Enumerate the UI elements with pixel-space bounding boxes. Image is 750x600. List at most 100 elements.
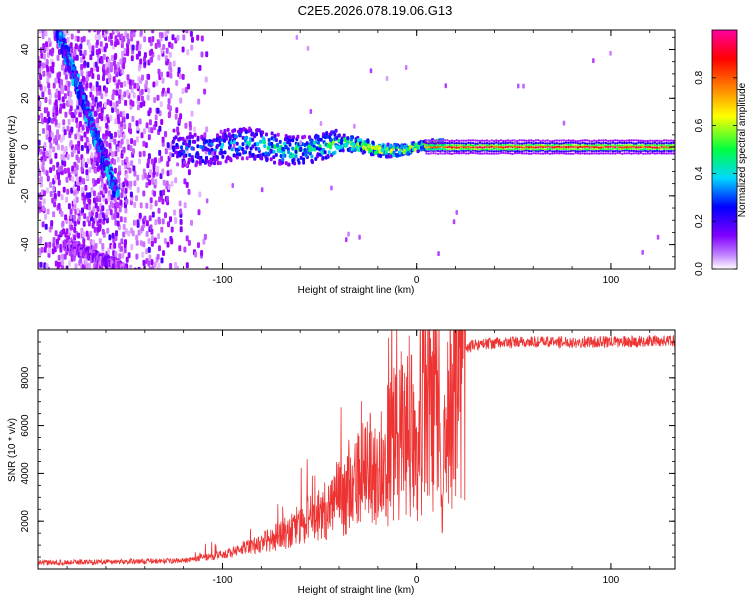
heatmap-cell bbox=[48, 72, 52, 79]
heatmap-cell bbox=[616, 147, 619, 150]
heatmap-cell bbox=[301, 152, 305, 157]
heatmap-cell bbox=[481, 146, 484, 149]
heatmap-cell bbox=[283, 141, 287, 146]
heatmap-cell bbox=[497, 142, 500, 145]
heatmap-cell bbox=[296, 134, 300, 139]
heatmap-cell bbox=[653, 146, 656, 149]
y-tick-label: 40 bbox=[20, 44, 31, 56]
heatmap-cell bbox=[443, 152, 447, 155]
heatmap-cell bbox=[574, 141, 577, 144]
heatmap-cell bbox=[609, 145, 612, 148]
heatmap-cell bbox=[457, 152, 461, 155]
heatmap-cell bbox=[73, 198, 77, 205]
heatmap-cell bbox=[213, 161, 216, 166]
heatmap-cell bbox=[75, 54, 79, 61]
heatmap-cell bbox=[49, 181, 53, 188]
heatmap-cell bbox=[443, 146, 447, 149]
heatmap-cell bbox=[170, 226, 174, 233]
heatmap-cell bbox=[469, 143, 472, 147]
heatmap-cell bbox=[157, 216, 161, 223]
heatmap-cell bbox=[483, 146, 486, 149]
heatmap-cell bbox=[79, 249, 83, 257]
heatmap-cell bbox=[516, 146, 519, 149]
heatmap-cell bbox=[68, 65, 71, 73]
heatmap-cell bbox=[267, 142, 271, 146]
heatmap-cell bbox=[532, 140, 535, 143]
heatmap-cell bbox=[315, 146, 319, 151]
heatmap-cell bbox=[179, 113, 183, 120]
spectrogram-frame bbox=[37, 29, 676, 270]
heatmap-cell bbox=[611, 152, 615, 155]
heatmap-cell bbox=[576, 144, 580, 147]
heatmap-cell bbox=[548, 147, 552, 150]
heatmap-cell bbox=[537, 142, 540, 145]
heatmap-cell bbox=[69, 42, 73, 49]
heatmap-cell bbox=[296, 158, 300, 163]
heatmap-cell bbox=[125, 268, 128, 269]
heatmap-cell bbox=[572, 152, 575, 155]
heatmap-cell bbox=[137, 95, 141, 101]
heatmap-cell bbox=[514, 139, 517, 145]
heatmap-cell bbox=[434, 148, 437, 151]
heatmap-cell bbox=[181, 73, 185, 80]
heatmap-cell bbox=[204, 76, 208, 83]
heatmap-cell bbox=[164, 148, 168, 155]
heatmap-cell bbox=[162, 179, 166, 186]
heatmap-cell bbox=[190, 146, 194, 151]
heatmap-cell bbox=[92, 206, 96, 213]
heatmap-cell bbox=[52, 82, 56, 89]
heatmap-cell bbox=[205, 266, 209, 269]
heatmap-cell bbox=[621, 148, 624, 151]
heatmap-cell bbox=[651, 142, 654, 145]
heatmap-cell bbox=[187, 188, 191, 195]
heatmap-cell bbox=[310, 154, 314, 159]
heatmap-cell bbox=[672, 144, 675, 147]
heatmap-cell bbox=[75, 154, 79, 161]
heatmap-cell bbox=[69, 140, 73, 146]
heatmap-cell bbox=[560, 152, 563, 155]
heatmap-cell bbox=[644, 142, 647, 145]
heatmap-cell bbox=[184, 122, 188, 129]
heatmap-cell bbox=[63, 253, 67, 260]
heatmap-cell bbox=[665, 141, 668, 144]
heatmap-cell bbox=[64, 111, 68, 118]
heatmap-cell bbox=[123, 48, 127, 54]
heatmap-cell bbox=[157, 68, 161, 75]
heatmap-cell bbox=[490, 150, 493, 153]
heatmap-cell bbox=[223, 138, 226, 143]
heatmap-cell bbox=[602, 145, 605, 149]
heatmap-cell bbox=[120, 138, 124, 145]
heatmap-cell bbox=[115, 89, 119, 96]
heatmap-cell bbox=[145, 248, 149, 255]
heatmap-cell bbox=[453, 143, 456, 147]
heatmap-cell bbox=[114, 118, 118, 125]
heatmap-cell bbox=[114, 131, 117, 138]
heatmap-cell bbox=[306, 45, 310, 51]
heatmap-cell bbox=[218, 161, 222, 166]
heatmap-cell bbox=[464, 149, 468, 152]
heatmap-cell bbox=[98, 30, 102, 33]
heatmap-cell bbox=[522, 83, 525, 89]
heatmap-cell bbox=[126, 138, 130, 145]
heatmap-cell bbox=[164, 212, 167, 219]
heatmap-cell bbox=[321, 156, 325, 160]
heatmap-cell bbox=[92, 190, 96, 197]
heatmap-cell bbox=[481, 152, 484, 155]
heatmap-cell bbox=[579, 148, 582, 151]
heatmap-cell bbox=[474, 146, 477, 149]
heatmap-cell bbox=[425, 144, 428, 147]
heatmap-cell bbox=[444, 83, 447, 89]
heatmap-cell bbox=[464, 142, 468, 145]
heatmap-cell bbox=[160, 257, 164, 264]
heatmap-cell bbox=[525, 142, 528, 145]
heatmap-cell bbox=[653, 141, 656, 144]
heatmap-cell bbox=[504, 152, 507, 155]
heatmap-cell bbox=[272, 149, 276, 154]
heatmap-cell bbox=[112, 190, 116, 198]
heatmap-cell bbox=[544, 148, 547, 151]
heatmap-cell bbox=[558, 152, 561, 155]
heatmap-cell bbox=[453, 142, 456, 145]
heatmap-cell bbox=[41, 118, 44, 125]
heatmap-cell bbox=[291, 153, 295, 158]
heatmap-cell bbox=[245, 156, 249, 161]
